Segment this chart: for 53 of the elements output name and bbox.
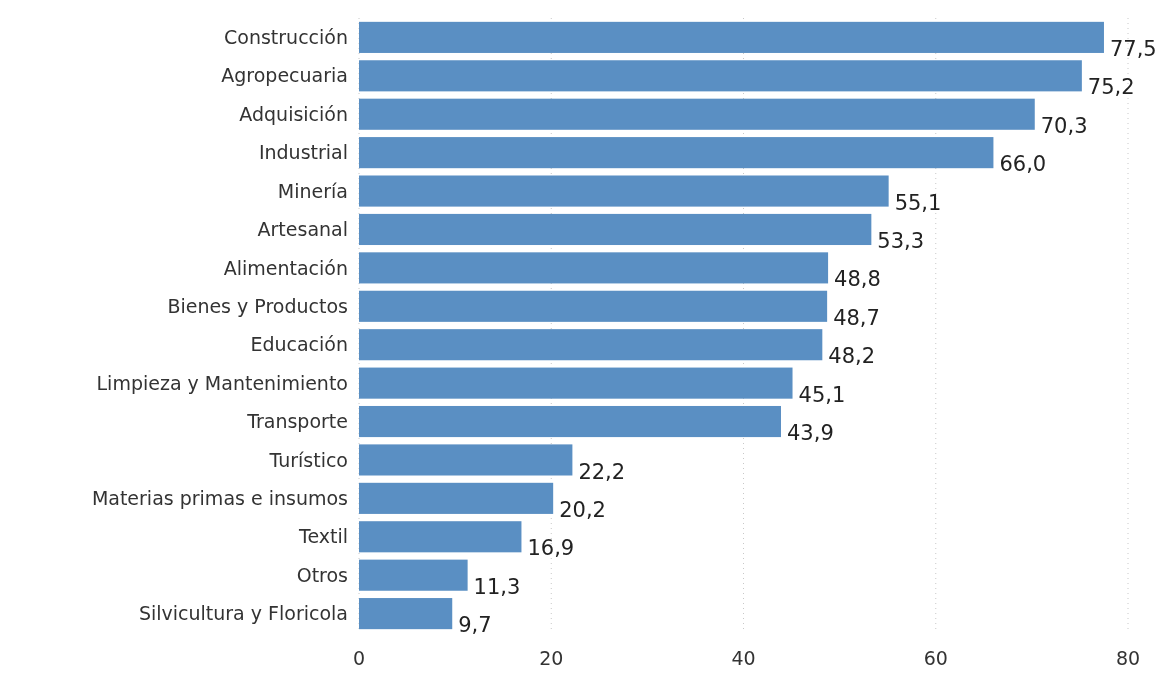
x-tick-label: 60: [923, 647, 948, 669]
bar: [359, 21, 1104, 53]
x-tick-label: 40: [731, 647, 756, 669]
y-tick-label: Transporte: [246, 410, 348, 433]
bar: [359, 213, 872, 246]
data-label: 48,2: [828, 344, 876, 369]
data-label: 66,0: [999, 152, 1047, 177]
data-label: 20,2: [559, 497, 606, 522]
data-label: 9,7: [458, 613, 492, 638]
y-tick-label: Bienes y Productos: [167, 294, 348, 317]
data-label: 55,1: [894, 190, 942, 215]
bar: [359, 252, 829, 284]
data-label: 16,9: [527, 536, 575, 561]
y-tick-label: Adquisición: [239, 102, 348, 125]
data-label: 48,8: [834, 267, 881, 292]
y-tick-label: Materias primas e insumos: [91, 487, 348, 510]
y-tick-label: Textil: [298, 525, 348, 548]
bar: [359, 521, 522, 553]
x-tick-label: 80: [1115, 647, 1141, 669]
y-tick-label: Minería: [277, 179, 348, 202]
bar: [359, 60, 1082, 92]
bar: [359, 559, 468, 591]
data-label: 22,2: [578, 459, 626, 484]
y-tick-label: Alimentación: [223, 256, 348, 279]
y-tick-label: Artesanal: [257, 218, 348, 241]
y-tick-label: Educación: [250, 333, 348, 356]
bar: [359, 405, 781, 438]
y-tick-label: Silvicultura y Floricola: [138, 602, 348, 625]
y-tick-label: Turístico: [268, 448, 348, 471]
data-label: 45,1: [798, 382, 846, 407]
x-tick-label: 0: [352, 647, 366, 669]
y-tick-label: Agropecuaria: [221, 64, 348, 87]
data-label: 48,7: [833, 305, 880, 330]
data-label: 43,9: [786, 421, 834, 446]
data-label: 53,3: [877, 229, 925, 254]
bar: [359, 598, 453, 630]
y-tick-label: Industrial: [258, 141, 348, 164]
data-label: 77,5: [1109, 36, 1157, 61]
bar: [359, 175, 889, 207]
data-label: 75,2: [1087, 75, 1135, 100]
data-label: 11,3: [473, 574, 521, 599]
y-tick-label: Construcción: [224, 26, 348, 49]
bar: [359, 482, 554, 514]
data-label: 70,3: [1040, 113, 1088, 138]
bar: [359, 137, 994, 169]
bar: [359, 329, 823, 361]
x-tick-label: 20: [539, 647, 564, 669]
bar: [359, 444, 573, 476]
bar: [359, 367, 793, 399]
y-tick-label: Otros: [296, 563, 348, 586]
bar: [359, 290, 828, 322]
bar: [359, 98, 1035, 130]
y-tick-label: Limpieza y Mantenimiento: [96, 371, 348, 394]
